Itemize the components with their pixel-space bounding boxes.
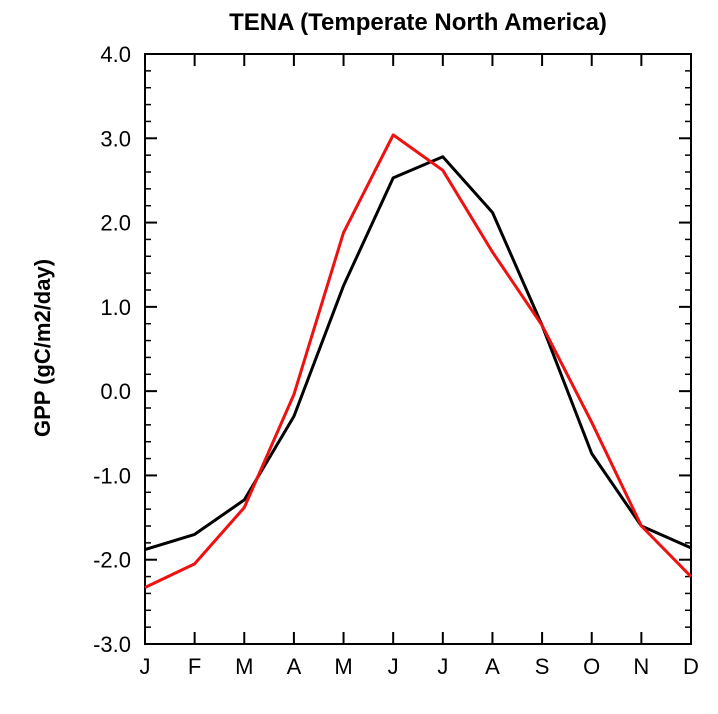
x-tick-label: M [235, 654, 253, 679]
plot-frame [144, 53, 692, 645]
series-line-2 [144, 133, 693, 589]
x-tick-label: D [683, 654, 699, 679]
series-lines [144, 133, 693, 589]
x-tick-label: M [334, 654, 352, 679]
x-tick-label: A [485, 654, 500, 679]
series-line-1 [144, 155, 692, 552]
y-tick-label: 4.0 [100, 42, 131, 67]
y-axis-label: GPP (gC/m2/day) [30, 259, 55, 437]
y-tick-label: 2.0 [100, 211, 131, 236]
y-tick-label: -3.0 [93, 632, 131, 657]
y-tick-label: -2.0 [93, 548, 131, 573]
x-tick-label: O [583, 654, 600, 679]
y-tick-labels: 4.0 3.0 2.0 1.0 0.0 -1.0 -2.0 -3.0 [93, 42, 131, 657]
x-tick-label: S [535, 654, 550, 679]
y-tick-label: 3.0 [100, 126, 131, 151]
x-tick-label: N [633, 654, 649, 679]
y-tick-label: 0.0 [100, 379, 131, 404]
y-tick-label: 1.0 [100, 295, 131, 320]
axis-ticks [144, 53, 692, 645]
x-tick-label: J [140, 654, 151, 679]
chart-title: TENA (Temperate North America) [229, 9, 607, 36]
x-tick-label: F [188, 654, 201, 679]
x-tick-label: J [437, 654, 448, 679]
y-tick-label: -1.0 [93, 463, 131, 488]
x-tick-label: J [388, 654, 399, 679]
x-tick-label: A [287, 654, 302, 679]
